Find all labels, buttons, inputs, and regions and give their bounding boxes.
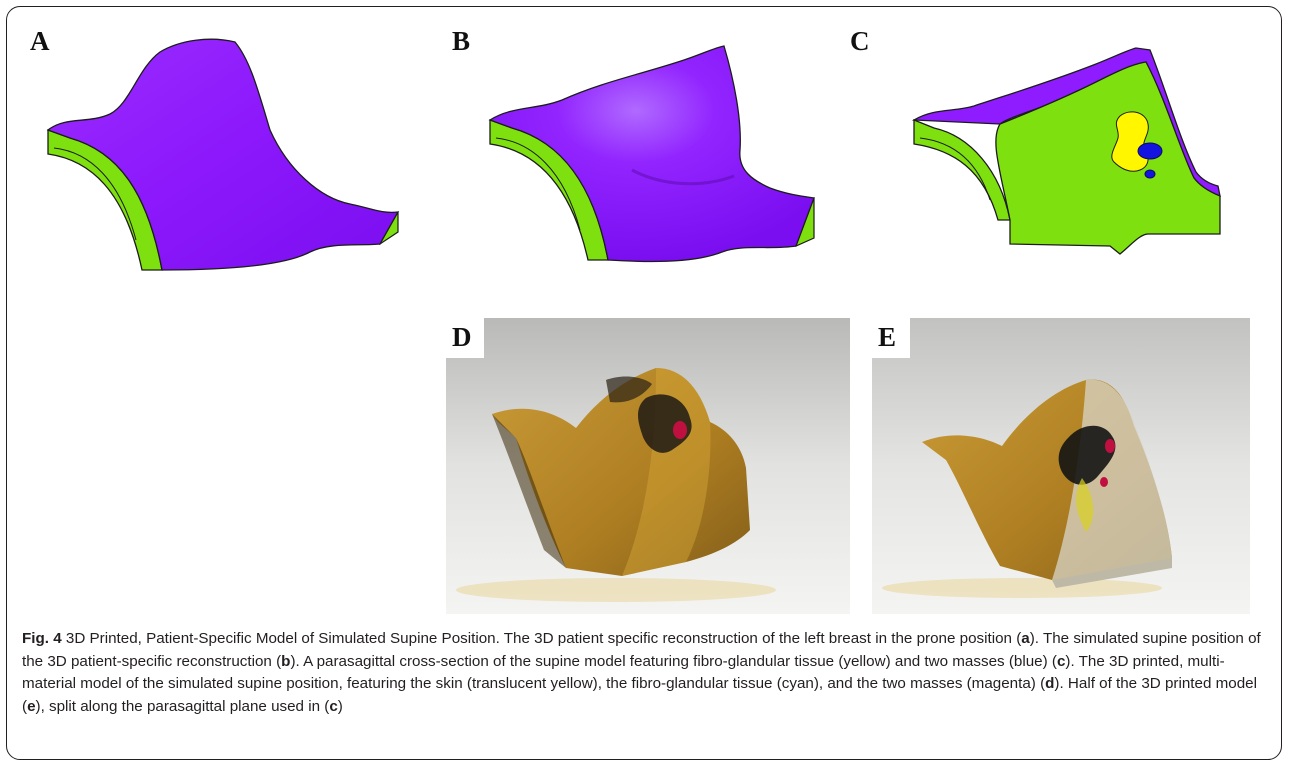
panel-letter-d: D xyxy=(446,318,484,357)
caption-text: ). Half of the 3D printed model ( xyxy=(22,675,1258,715)
caption-text: ) xyxy=(337,697,343,715)
caption-text: ). The 3D printed, multi-material model … xyxy=(22,652,1225,693)
panel-e: E xyxy=(872,318,1250,614)
panel-letter-b: B xyxy=(452,26,471,56)
caption-text: The 3D patient specific reconstruction o… xyxy=(499,630,1022,647)
panel-d: D xyxy=(446,318,850,614)
panel-c: C xyxy=(850,20,1250,320)
caption-panel-ref: a xyxy=(1021,630,1030,647)
cross-section-face xyxy=(995,61,1221,255)
panel-b: B xyxy=(452,20,832,320)
caption-panel-ref: c xyxy=(329,697,338,715)
half-model-photo xyxy=(872,318,1250,614)
prone-model-render xyxy=(46,38,400,271)
mass-large xyxy=(1137,142,1163,160)
caption-text: ), split along the parasagittal plane us… xyxy=(35,697,330,715)
caption-panel-ref: d xyxy=(1045,675,1055,692)
caption-panel-ref: b xyxy=(281,652,291,670)
panel-letter-a: A xyxy=(30,26,50,56)
mass-small xyxy=(1144,169,1156,179)
tissue-side xyxy=(913,119,1011,221)
printed-model-photo xyxy=(446,318,850,614)
fibroglandular-print xyxy=(1058,425,1116,485)
caption-body: The 3D patient specific reconstruction o… xyxy=(22,630,1261,715)
skin-surface xyxy=(488,45,815,263)
mass-print xyxy=(673,421,687,439)
caption-text: ). A parasagittal cross-section of the s… xyxy=(290,652,1057,670)
caption-text: ). The simulated supine position of the … xyxy=(22,630,1261,670)
supine-model-render xyxy=(488,45,815,263)
caption-panel-ref: e xyxy=(27,697,36,715)
cross-section-render xyxy=(911,47,1221,255)
figure-caption: Fig. 4 3D Printed, Patient-Specific Mode… xyxy=(22,628,1266,718)
figure-title: 3D Printed, Patient-Specific Model of Si… xyxy=(61,630,500,647)
figure-label: Fig. 4 xyxy=(22,630,62,647)
mass-print xyxy=(1105,439,1115,453)
panel-letter-c: C xyxy=(850,26,870,56)
glandular-tissue xyxy=(1111,111,1149,172)
panel-letter-e: E xyxy=(872,318,909,357)
skin-surface xyxy=(46,38,400,271)
caption-panel-ref: c xyxy=(1056,652,1066,670)
panel-a: A xyxy=(30,20,410,320)
